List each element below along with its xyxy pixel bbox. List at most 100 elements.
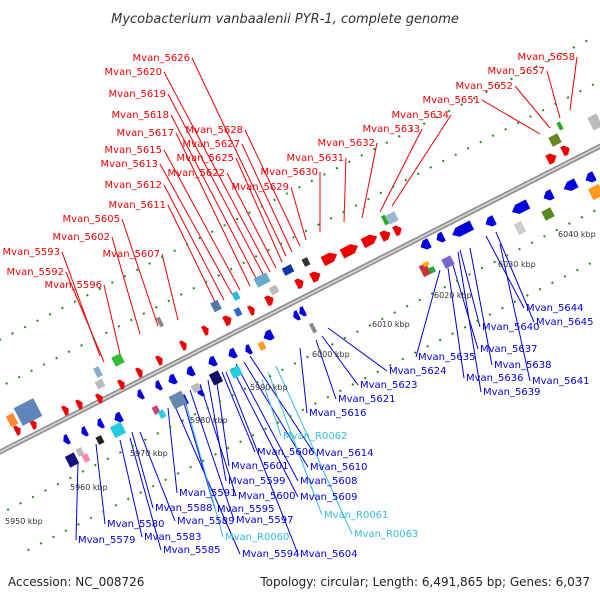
gene-box — [5, 412, 19, 428]
gene-arrow-bottom — [137, 389, 145, 400]
gene-label: Mvan_5631 — [287, 153, 344, 164]
leader-line — [161, 253, 179, 321]
gene-label: Mvan_5635 — [418, 352, 475, 363]
gene-arrow-bottom — [563, 178, 579, 191]
gene-box — [109, 421, 127, 439]
leader-line — [159, 163, 233, 295]
gene-label: Mvan_5593 — [3, 247, 60, 258]
gene-label: Mvan_5623 — [360, 380, 417, 391]
gene-arrow-bottom — [299, 306, 307, 317]
gene-arrow-top — [61, 405, 69, 416]
gene-arrow-top — [117, 379, 125, 390]
gene-label: Mvan_5607 — [103, 249, 160, 260]
gene-box — [257, 341, 267, 351]
leader-line — [299, 347, 308, 414]
gene-arrow-bottom — [168, 373, 178, 385]
gene-label: Mvan_5599 — [228, 476, 285, 487]
gene-label: Mvan_5596 — [45, 280, 102, 291]
gene-labels: Mvan_5658 Mvan_5657 Mvan_5652 Mvan_5651 Mvan… — [3, 52, 594, 560]
gene-box — [418, 262, 432, 278]
gene-label: Mvan_5657 — [488, 66, 545, 77]
gene-label: Mvan_5637 — [480, 344, 537, 355]
gene-box — [541, 207, 555, 221]
gene-label: Mvan_5592 — [7, 267, 64, 278]
gene-box — [208, 370, 224, 386]
gene-box — [157, 409, 167, 419]
tick-label: 5970 kbp — [130, 449, 168, 458]
gene-label: Mvan_5609 — [300, 492, 357, 503]
tick-label: 6020 kbp — [434, 291, 472, 300]
gene-label: Mvan_R0060 — [225, 532, 289, 543]
leader-line — [569, 56, 578, 111]
gene-label: Mvan_5645 — [536, 317, 593, 328]
gene-label: Mvan_5613 — [101, 159, 158, 170]
gene-box — [281, 264, 295, 276]
leader-line — [459, 249, 481, 328]
gene-box — [94, 378, 106, 390]
gene-box — [231, 291, 241, 301]
gene-box — [513, 220, 527, 236]
tick-label: 5990 kbp — [250, 383, 288, 392]
gene-arrow-bottom — [155, 380, 163, 391]
gene-box — [427, 265, 437, 275]
leader-line — [275, 365, 353, 535]
gene-label: Mvan_5620 — [105, 67, 162, 78]
leader-line — [499, 243, 531, 382]
gene-arrow-top — [309, 271, 321, 283]
gene-label: Mvan_5626 — [133, 53, 190, 64]
gene-label: Mvan_5644 — [526, 303, 583, 314]
gene-box — [155, 316, 165, 328]
genome-summary: Topology: circular; Length: 6,491,865 bp… — [259, 575, 590, 589]
leader-line — [103, 284, 121, 355]
leader-line — [343, 157, 347, 223]
gene-arrow-top — [264, 295, 274, 307]
gene-arrow-top — [29, 419, 37, 430]
leader-line — [215, 375, 230, 467]
gene-box — [13, 398, 43, 426]
gene-arrow-top — [379, 230, 391, 242]
gene-label: Mvan_5608 — [300, 476, 357, 487]
gene-label: Mvan_5622 — [168, 168, 225, 179]
gene-label: Mvan_5625 — [177, 153, 234, 164]
gene-label: Mvan_5630 — [261, 167, 318, 178]
gene-features — [5, 113, 600, 468]
leader-line — [119, 439, 143, 538]
gene-label: Mvan_5606 — [257, 447, 314, 458]
gene-label: Mvan_5632 — [318, 138, 375, 149]
gene-label: Mvan_5589 — [177, 516, 234, 527]
track-bottom-outer-dots — [27, 257, 600, 552]
gene-box — [308, 322, 318, 334]
gene-label: Mvan_R0062 — [283, 431, 347, 442]
gene-arrow-top — [155, 355, 163, 366]
gene-box — [422, 260, 430, 268]
gene-arrow-top — [360, 234, 378, 249]
gene-arrow-bottom — [208, 355, 218, 367]
gene-arrow-bottom — [63, 434, 71, 445]
gene-arrow-bottom — [436, 231, 446, 243]
leader-line — [235, 363, 299, 482]
gene-box — [111, 353, 125, 367]
gene-label: Mvan_5595 — [217, 504, 274, 515]
gene-label: Mvan_5636 — [466, 373, 523, 384]
gene-label: Mvan_5640 — [482, 322, 539, 333]
leader-line — [167, 93, 265, 277]
leader-line — [199, 383, 237, 497]
leader-line — [221, 371, 256, 453]
leader-line — [485, 235, 525, 309]
gene-label: Mvan_5580 — [107, 519, 164, 530]
leader-line — [546, 70, 561, 119]
gene-label: Mvan_5591 — [179, 488, 236, 499]
gene-box — [380, 214, 390, 226]
leader-line — [235, 157, 283, 263]
gene-arrow-bottom — [452, 220, 475, 237]
leader-line — [267, 371, 323, 516]
gene-arrow-bottom — [585, 171, 597, 183]
gene-label: Mvan_5629 — [232, 182, 289, 193]
leader-line — [261, 379, 282, 437]
gene-label: Mvan_5651 — [423, 95, 480, 106]
leader-line — [163, 71, 271, 273]
backbone-inner — [0, 145, 600, 454]
gene-box — [587, 183, 600, 201]
gene-arrow-bottom — [114, 411, 124, 423]
